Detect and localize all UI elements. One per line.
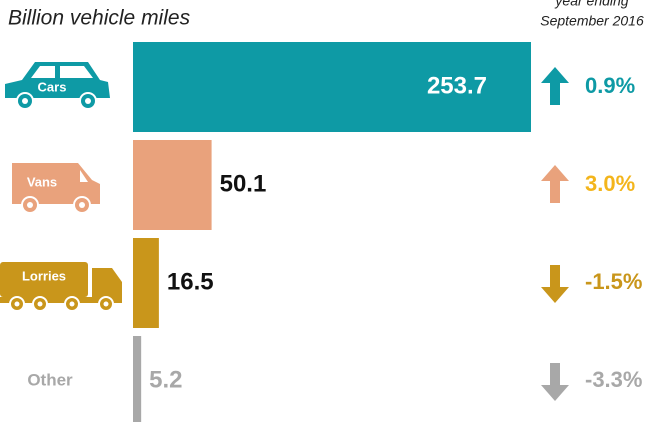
category-label: Cars bbox=[38, 79, 67, 94]
value-label: 50.1 bbox=[220, 170, 267, 197]
change-arrow bbox=[541, 165, 569, 203]
change-label: 0.9% bbox=[585, 73, 635, 98]
value-label: 16.5 bbox=[167, 268, 214, 295]
note-line: year ending bbox=[554, 0, 628, 9]
bar bbox=[133, 42, 531, 132]
bar bbox=[133, 238, 159, 328]
change-arrow bbox=[541, 363, 569, 401]
change-label: -3.3% bbox=[585, 367, 642, 392]
bar bbox=[133, 140, 212, 230]
category-label: Vans bbox=[27, 174, 57, 189]
chart-title: Billion vehicle miles bbox=[8, 7, 191, 30]
change-label: -1.5% bbox=[585, 269, 642, 294]
category-label: Lorries bbox=[22, 268, 66, 283]
value-label: 253.7 bbox=[427, 72, 487, 99]
category-label: Other bbox=[27, 370, 73, 389]
value-label: 5.2 bbox=[149, 366, 182, 393]
change-label: 3.0% bbox=[585, 171, 635, 196]
lorry-icon bbox=[0, 262, 122, 312]
van-icon bbox=[12, 163, 100, 214]
bar bbox=[133, 336, 142, 422]
change-arrow bbox=[541, 265, 569, 303]
note-line: September 2016 bbox=[540, 13, 644, 29]
car-icon bbox=[5, 62, 110, 110]
change-arrow bbox=[541, 67, 569, 105]
